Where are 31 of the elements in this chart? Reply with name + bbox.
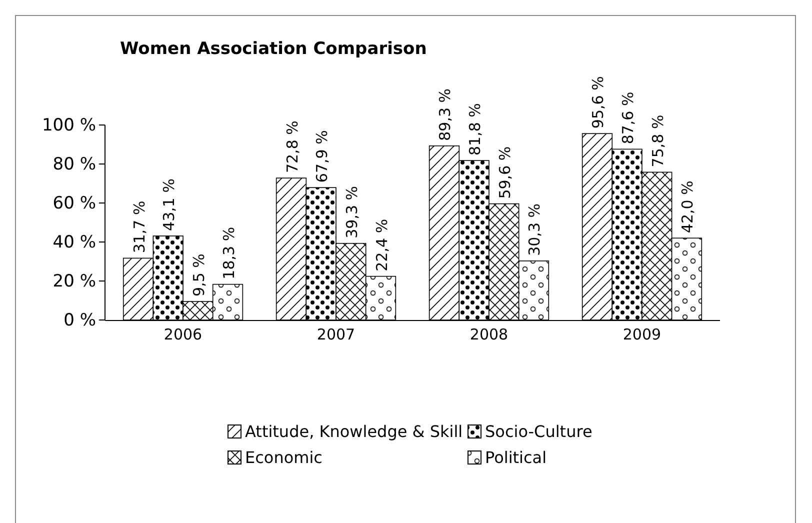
chart-title: Women Association Comparison	[120, 39, 427, 59]
legend-label: Political	[485, 448, 547, 467]
data-label: 42,0 %	[678, 180, 697, 234]
data-label: 43,1 %	[160, 178, 178, 231]
y-tick-label: 20 %	[52, 271, 96, 292]
data-label: 67,9 %	[313, 130, 332, 183]
data-label: 72,8 %	[283, 120, 302, 174]
x-tick-label: 2006	[164, 326, 202, 344]
data-label: 87,6 %	[619, 92, 638, 144]
data-label: 59,6 %	[496, 146, 514, 199]
data-label: 89,3 %	[436, 88, 454, 141]
data-label: 75,8 %	[648, 114, 667, 168]
data-label: 30,3 %	[526, 203, 544, 256]
legend-label: Socio-Culture	[485, 422, 592, 441]
y-tick-label: 60 %	[52, 193, 96, 214]
data-label: 9,5 %	[190, 254, 208, 296]
y-tick-label: 80 %	[52, 154, 96, 174]
data-label: 31,7 %	[130, 200, 148, 254]
data-label: 18,3 %	[220, 226, 238, 280]
legend-label: Economic	[245, 448, 322, 467]
y-tick-label: 40 %	[52, 232, 96, 252]
data-label: 22,4 %	[372, 218, 391, 272]
data-label: 95,6 %	[589, 76, 608, 129]
x-tick-label: 2008	[470, 326, 508, 344]
data-label: 81,8 %	[466, 103, 484, 156]
y-tick-label: 0 %	[64, 310, 96, 330]
x-tick-label: 2009	[622, 326, 662, 344]
x-tick-label: 2007	[316, 326, 356, 344]
y-tick-label: 100 %	[42, 115, 96, 136]
legend-label: Attitude, Knowledge & Skill	[245, 422, 463, 441]
data-label: 39,3 %	[342, 186, 361, 238]
